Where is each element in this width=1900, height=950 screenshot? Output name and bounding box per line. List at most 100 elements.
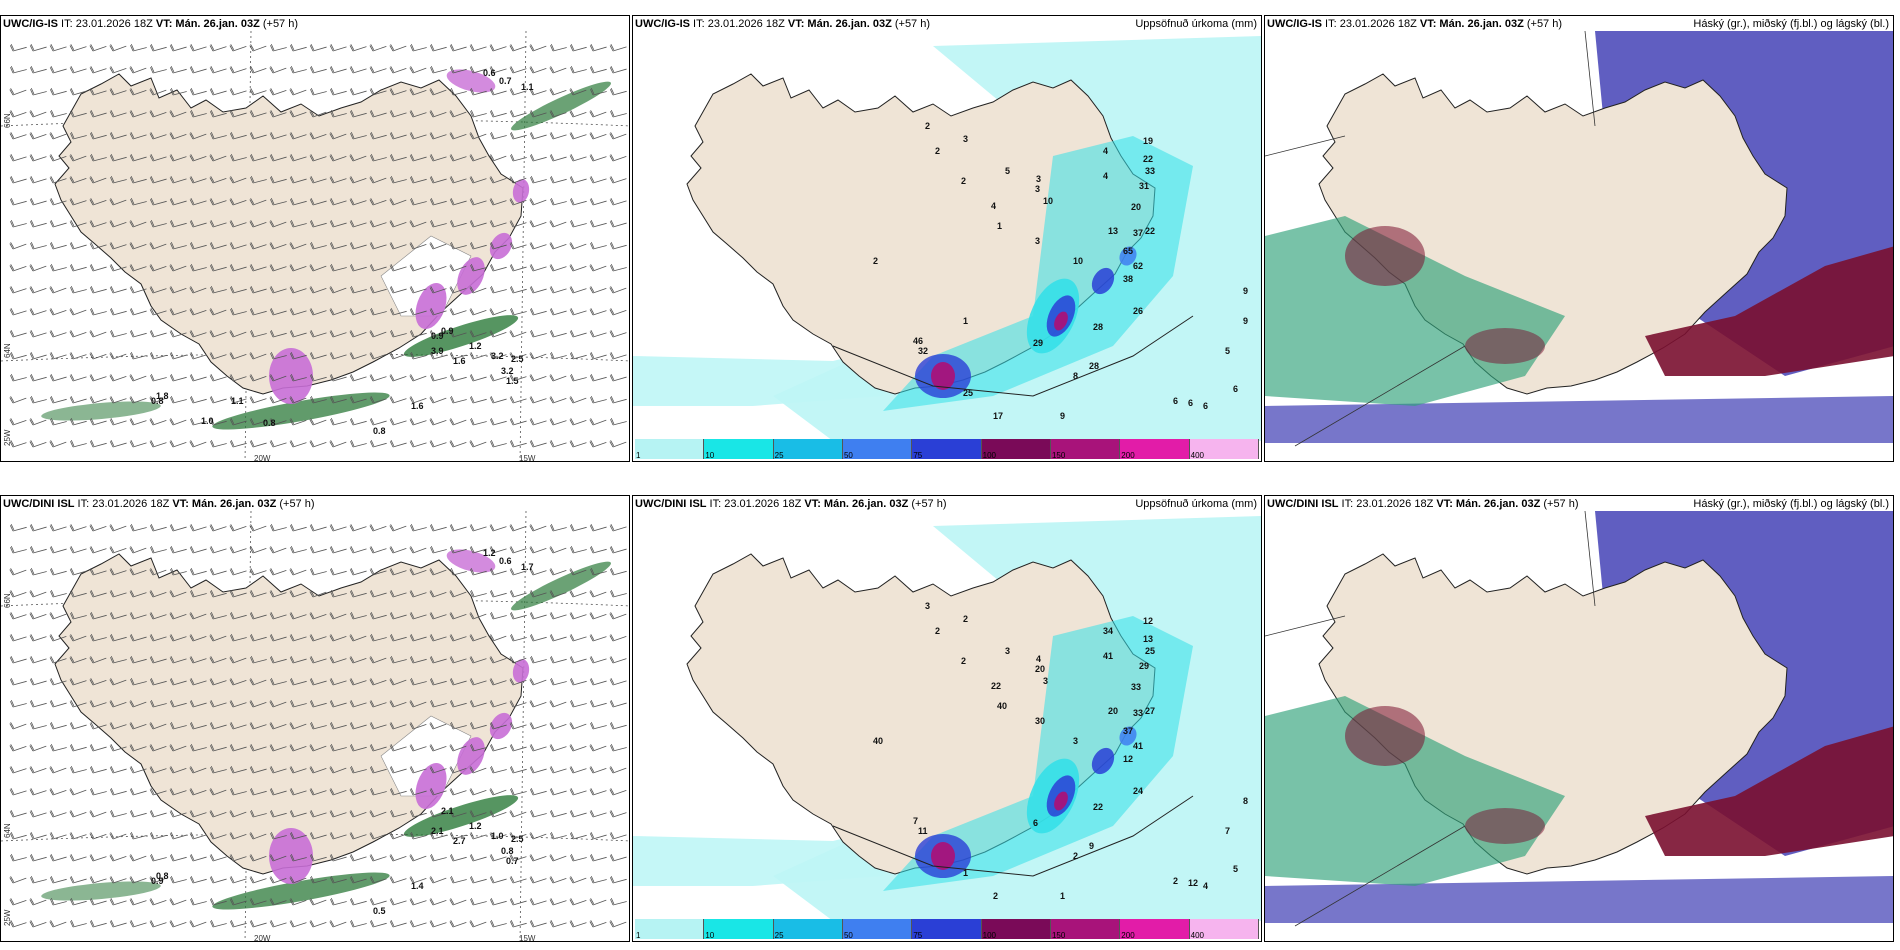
value-label: 0.9 <box>431 331 444 341</box>
value-label: 3 <box>1005 646 1011 656</box>
value-label: 22 <box>1145 226 1156 236</box>
value-label: 2 <box>961 176 967 186</box>
panel-cloud-dini: UWC/DINI ISL IT: 23.01.2026 18Z VT: Mán.… <box>1264 495 1894 942</box>
value-label: 4 <box>1103 171 1109 181</box>
colorbar-segment: 200 <box>1120 919 1190 940</box>
colorbar-segment: 50 <box>842 919 913 940</box>
value-label: 8 <box>1243 796 1249 806</box>
colorbar-segment: 200 <box>1120 439 1190 460</box>
value-label: 34 <box>1103 626 1114 636</box>
colorbar-tick: 100 <box>982 451 996 460</box>
value-label: 0.8 <box>151 396 164 406</box>
colorbar-segment: 1 <box>635 439 705 460</box>
value-label: 3 <box>1035 236 1041 246</box>
lon-label-20w: 20W <box>254 454 271 462</box>
lat-label-64n: 64N <box>3 823 12 838</box>
value-label: 27 <box>1145 706 1156 716</box>
value-label: 22 <box>991 681 1002 691</box>
value-label: 13 <box>1143 634 1154 644</box>
wind-barbs <box>9 43 627 448</box>
panel-header: UWC/DINI ISL IT: 23.01.2026 18Z VT: Mán.… <box>3 498 315 510</box>
colorbar-segment: 10 <box>704 919 774 940</box>
value-label: 1 <box>997 221 1003 231</box>
value-label: 2 <box>873 256 879 266</box>
cloud-map <box>1265 510 1893 927</box>
value-label: 9 <box>1089 841 1095 851</box>
value-label: 4 <box>991 201 997 211</box>
cloud-map <box>1265 30 1893 447</box>
value-label: 33 <box>1131 682 1142 692</box>
value-label: 25 <box>963 388 974 398</box>
colorbar-segment: 10 <box>704 439 774 460</box>
precip-title: Uppsöfnuð úrkoma (mm) <box>1135 18 1257 30</box>
value-label: 46 <box>913 336 924 346</box>
value-label: 29 <box>1033 338 1044 348</box>
value-label: 12 <box>1143 616 1154 626</box>
value-label: 1.4 <box>411 881 424 891</box>
colorbar-tick: 50 <box>843 931 853 940</box>
value-label: 3 <box>1043 676 1049 686</box>
value-label: 6 <box>1188 398 1194 408</box>
colorbar-tick: 100 <box>982 931 996 940</box>
value-label: 37 <box>1123 726 1134 736</box>
value-label: 2 <box>1073 851 1079 861</box>
value-label: 4 <box>1103 146 1109 156</box>
colorbar-tick: 400 <box>1190 451 1204 460</box>
value-label: 2 <box>1173 876 1179 886</box>
value-label: 19 <box>1143 136 1154 146</box>
precip-colorbar: 1 10 25 50 75 100 150 200 400 <box>635 919 1259 940</box>
colorbar-segment: 25 <box>773 919 843 940</box>
panel-header: UWC/DINI ISL IT: 23.01.2026 18Z VT: Mán.… <box>1267 498 1579 510</box>
precip-map <box>633 31 1261 443</box>
value-label: 0.7 <box>499 76 512 86</box>
value-label: 2 <box>963 614 969 624</box>
value-label: 3.2 <box>491 351 504 361</box>
value-label: 22 <box>1093 802 1104 812</box>
value-label: 1.8 <box>156 391 169 401</box>
panel-header: UWC/DINI ISL IT: 23.01.2026 18Z VT: Mán.… <box>635 498 947 510</box>
colorbar-tick: 25 <box>774 451 784 460</box>
lon-label-15w: 15W <box>519 454 536 462</box>
value-label: 28 <box>1089 361 1100 371</box>
value-label: 25 <box>1145 646 1156 656</box>
value-label: 2 <box>993 891 999 901</box>
colorbar-segment: 400 <box>1189 919 1259 940</box>
value-label: 0.6 <box>483 68 496 78</box>
value-label: 24 <box>1133 786 1144 796</box>
colorbar-tick: 50 <box>843 451 853 460</box>
colorbar-tick: 150 <box>1051 451 1066 460</box>
lon-label-15w: 15W <box>519 934 536 942</box>
value-label: 8 <box>1073 371 1079 381</box>
panel-cloud-igis: UWC/IG-IS IT: 23.01.2026 18Z VT: Mán. 26… <box>1264 15 1894 462</box>
value-label: 2 <box>935 626 941 636</box>
value-label: 29 <box>1139 661 1150 671</box>
wind-barbs <box>9 523 627 928</box>
value-label: 30 <box>1035 716 1046 726</box>
precip-title: Uppsöfnuð úrkoma (mm) <box>1135 498 1257 510</box>
colorbar-segment: 25 <box>773 439 843 460</box>
value-label: 1.2 <box>469 821 482 831</box>
colorbar-tick: 200 <box>1121 931 1135 940</box>
value-label: 1 <box>963 868 969 878</box>
value-label: 33 <box>1133 708 1144 718</box>
lat-label-25w: 25W <box>3 909 12 926</box>
value-label: 2.1 <box>441 806 454 816</box>
value-label: 2 <box>925 121 931 131</box>
panel-precip-igis: UWC/IG-IS IT: 23.01.2026 18Z VT: Mán. 26… <box>632 15 1262 462</box>
value-label: 65 <box>1123 246 1134 256</box>
value-label: 4 <box>1036 654 1042 664</box>
value-label: 10 <box>1073 256 1084 266</box>
colorbar-tick: 150 <box>1051 931 1066 940</box>
value-label: 17 <box>993 411 1004 421</box>
wind-map <box>1 16 629 461</box>
value-label: 5 <box>1233 864 1239 874</box>
value-label: 1.1 <box>231 396 244 406</box>
lat-label-64n: 64N <box>3 343 12 358</box>
colorbar-tick: 1 <box>636 451 641 460</box>
lon-label-20w: 20W <box>254 934 271 942</box>
value-label: 38 <box>1123 274 1134 284</box>
value-label: 10 <box>1043 196 1054 206</box>
value-label: 0.8 <box>501 846 514 856</box>
colorbar-segment: 400 <box>1189 439 1259 460</box>
value-label: 20 <box>1108 706 1119 716</box>
